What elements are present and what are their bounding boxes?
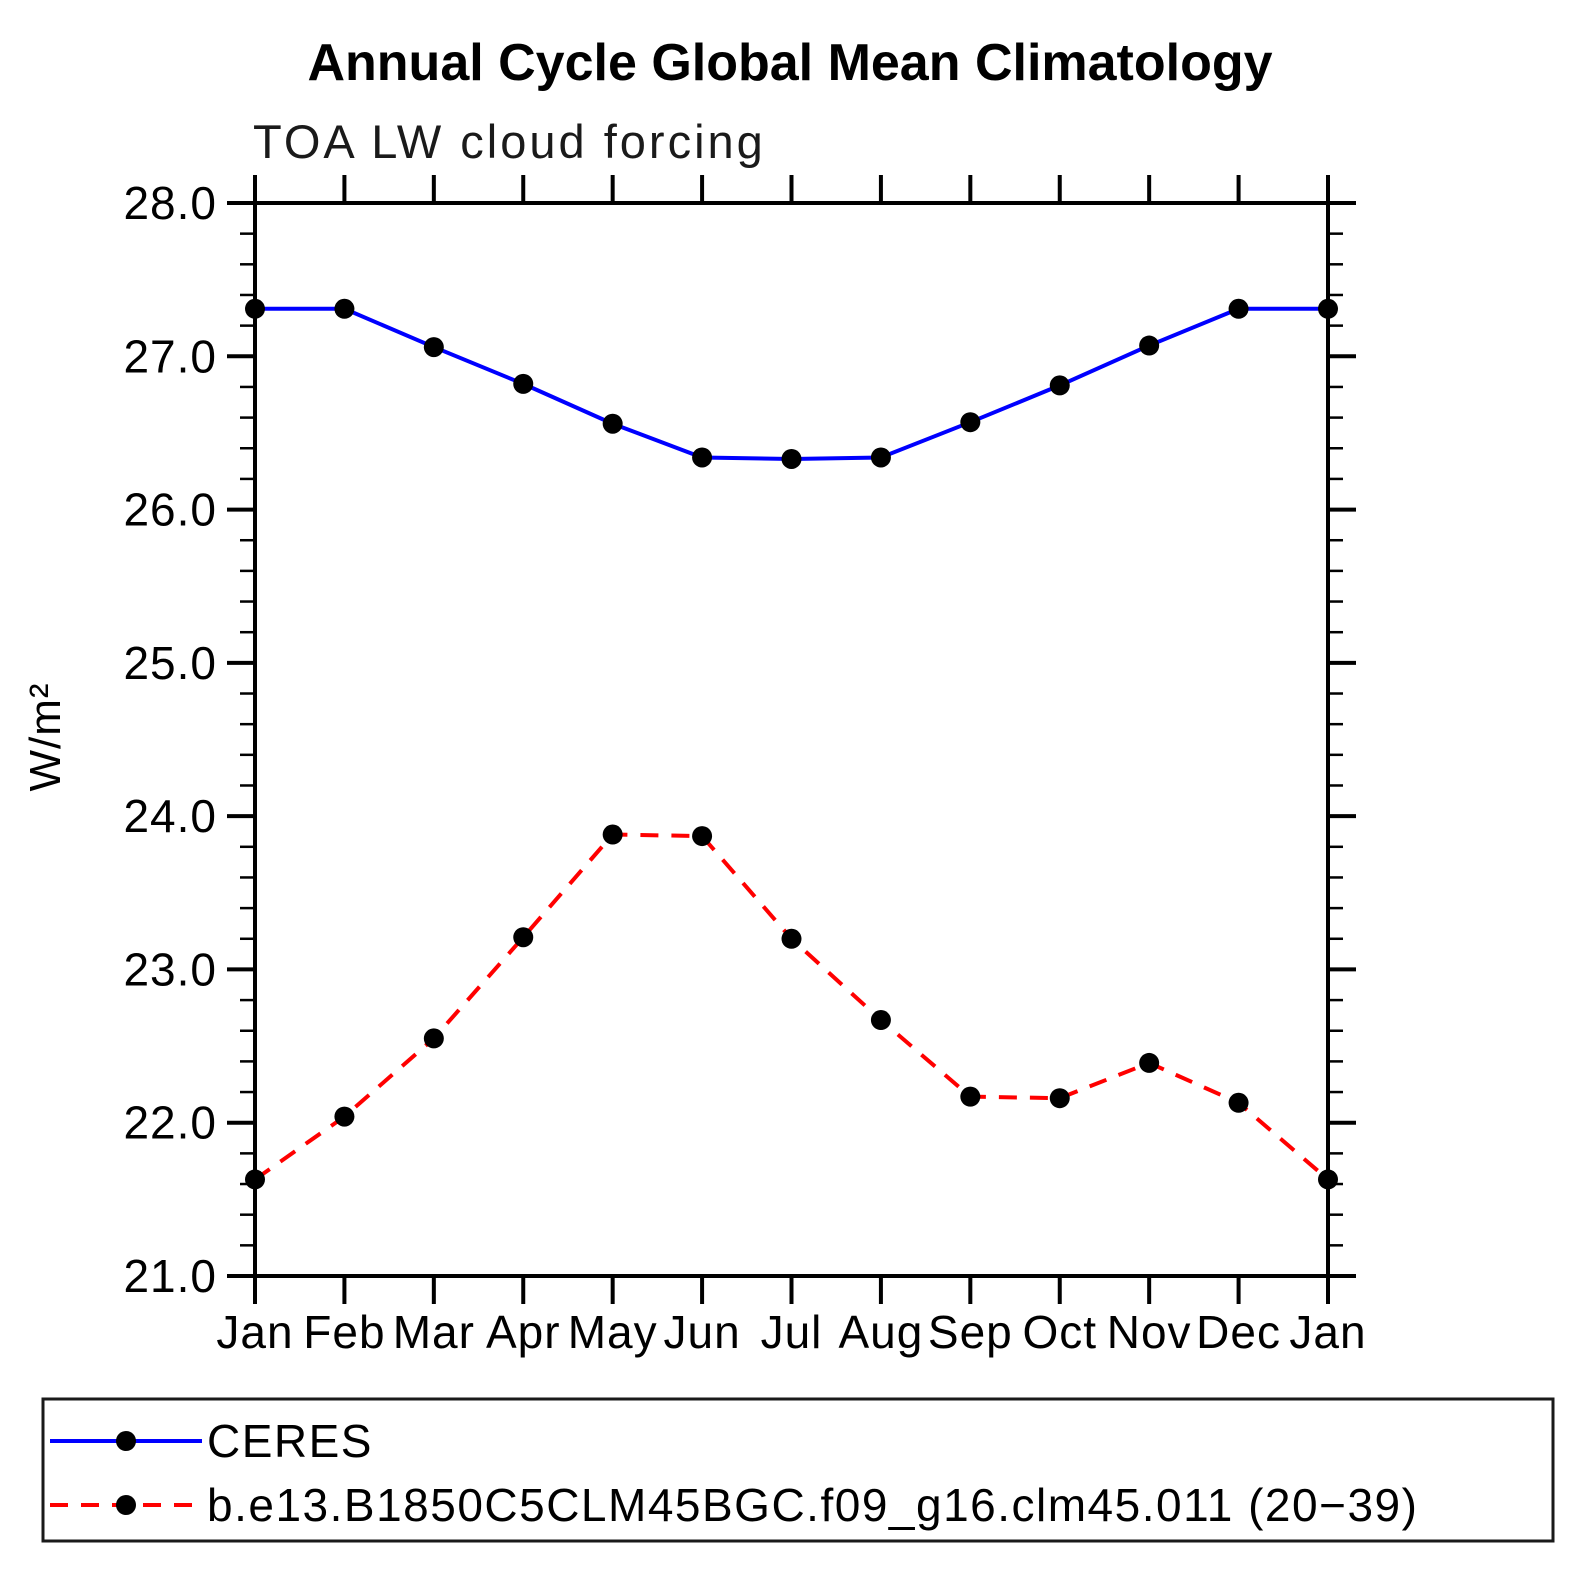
series-1-marker <box>602 824 623 845</box>
series-1-marker <box>1228 1092 1249 1113</box>
series-1-marker <box>245 1169 265 1190</box>
legend-box <box>41 1397 1555 1543</box>
series-0-marker <box>602 413 623 434</box>
legend-entry-model: b.e13.B1850C5CLM45BGC.f09_g16.clm45.011 … <box>50 1479 1418 1531</box>
series-1-marker <box>423 1028 444 1049</box>
series-1-marker <box>334 1106 355 1127</box>
series-1-line <box>253 832 1330 1182</box>
x-tick-label: Apr <box>486 1306 561 1358</box>
series-0-marker <box>960 412 981 433</box>
x-tick-label: Mar <box>393 1306 475 1358</box>
x-tick-label: Jan <box>1289 1306 1366 1358</box>
chart-subtitle: TOA LW cloud forcing <box>253 115 766 168</box>
legend-entry-ceres: CERES <box>50 1415 373 1467</box>
y-tick-label: 27.0 <box>123 330 217 382</box>
series-0-marker <box>245 298 265 319</box>
y-tick-label: 28.0 <box>123 177 217 229</box>
x-tick-label: Jun <box>663 1306 740 1358</box>
legend-label-ceres: CERES <box>207 1415 373 1467</box>
x-tick-label: Oct <box>1022 1306 1097 1358</box>
series-0-marker <box>1139 335 1160 356</box>
series-0-marker <box>1318 298 1338 319</box>
y-tick-label: 26.0 <box>123 484 217 536</box>
x-tick-label: Jul <box>761 1306 823 1358</box>
series-0-marker <box>1228 298 1249 319</box>
legend-label-model: b.e13.B1850C5CLM45BGC.f09_g16.clm45.011 … <box>207 1479 1418 1531</box>
series-0-line <box>255 306 1328 461</box>
x-tick-label: Jan <box>216 1306 293 1358</box>
x-tick-label: Dec <box>1196 1306 1281 1358</box>
chart-title: Annual Cycle Global Mean Climatology <box>307 34 1272 92</box>
x-tick-label: May <box>568 1306 658 1358</box>
x-tick-label: Feb <box>303 1306 385 1358</box>
series-0-marker <box>513 373 534 394</box>
series-1-marker <box>513 927 534 948</box>
series-1-marker <box>870 1010 891 1031</box>
series-1-marker <box>1318 1169 1338 1190</box>
series-1-marker <box>1049 1088 1070 1109</box>
y-tick-label: 23.0 <box>123 943 217 995</box>
series-1-marker <box>781 928 802 949</box>
x-tick-label: Sep <box>928 1306 1013 1358</box>
legend-marker-ceres <box>116 1431 136 1451</box>
legend: CERES b.e13.B1850C5CLM45BGC.f09_g16.clm4… <box>41 1397 1555 1543</box>
series-0-marker <box>423 337 444 358</box>
series-1-marker <box>1139 1052 1160 1073</box>
y-tick-label: 25.0 <box>123 637 217 689</box>
series-1-marker <box>960 1086 981 1107</box>
y-tick-label: 24.0 <box>123 790 217 842</box>
series-0-marker <box>1049 375 1070 396</box>
x-tick-label: Aug <box>838 1306 923 1358</box>
series-0-marker <box>334 298 355 319</box>
y-axis-label: W/m² <box>21 682 70 791</box>
series-0-marker <box>692 447 713 468</box>
x-tick-label: Nov <box>1107 1306 1192 1358</box>
y-tick-label: 21.0 <box>123 1250 217 1302</box>
series-0-marker <box>781 448 802 469</box>
y-tick-label: 22.0 <box>123 1097 217 1149</box>
plot-frame <box>253 201 1330 1278</box>
series-1-marker <box>692 826 713 847</box>
series-0-marker <box>870 447 891 468</box>
legend-marker-model <box>116 1495 136 1515</box>
